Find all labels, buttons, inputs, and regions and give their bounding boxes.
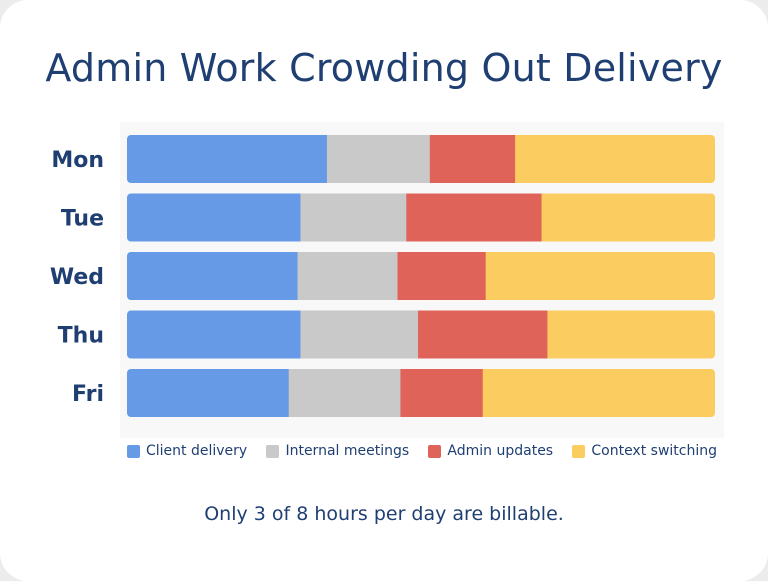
bar-segment-admin-updates [429,135,516,183]
bar-row-tue [127,193,715,242]
bar-row-fri [127,369,715,417]
bar-segment-client-delivery [127,310,302,359]
bar-row-thu [127,310,715,359]
bar-segment-context-switching [485,252,715,300]
bar-segment-internal-meetings [300,310,419,359]
bar-segment-admin-updates [400,369,484,417]
chart-legend: Client delivery Internal meetings Admin … [127,443,717,459]
bar-segment-client-delivery [127,193,302,242]
bar-segment-admin-updates [418,310,549,359]
chart-title: Admin Work Crowding Out Delivery [45,46,723,90]
category-label: Fri [72,382,104,407]
legend-swatch [266,444,280,458]
bar-segment-context-switching [547,310,715,359]
bar-segment-internal-meetings [297,252,399,300]
bar-segment-context-switching [482,369,715,417]
legend-swatch [428,444,442,458]
bar-segment-internal-meetings [288,369,402,417]
legend-item: Context switching [572,443,717,459]
bar-row-wed [127,252,715,300]
bar-segment-client-delivery [127,369,290,417]
bar-row-mon [127,135,715,183]
category-label: Tue [61,207,104,232]
legend-swatch [127,444,140,458]
bar-segment-admin-updates [397,252,487,300]
footnote: Only 3 of 8 hours per day are billable. [204,503,564,525]
legend-item: Admin updates [428,443,553,459]
bar-segment-admin-updates [406,193,543,242]
legend-item: Internal meetings [266,443,409,459]
legend-label: Admin updates [447,443,554,459]
bar-segment-client-delivery [127,135,328,183]
category-label: Thu [58,324,104,349]
category-label: Mon [51,148,104,173]
legend-swatch [572,444,586,458]
bar-segment-client-delivery [127,252,299,300]
legend-label: Client delivery [146,443,248,459]
bar-segment-context-switching [541,193,715,242]
bar-segment-internal-meetings [326,135,431,183]
legend-label: Internal meetings [285,443,410,459]
legend-label: Context switching [591,443,717,459]
legend-item: Client delivery [127,443,247,459]
bar-segment-internal-meetings [300,193,407,242]
bar-segment-context-switching [515,135,715,183]
category-label: Wed [50,265,104,290]
